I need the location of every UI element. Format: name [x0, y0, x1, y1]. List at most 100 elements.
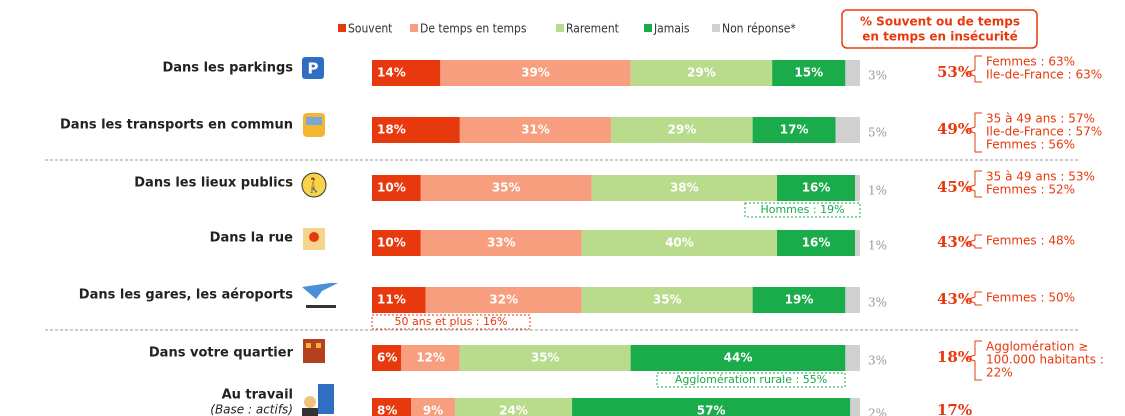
bar-segment: [581, 230, 778, 256]
bar-segment: [572, 398, 851, 416]
icon: [306, 343, 311, 348]
bar-segment: [777, 175, 856, 201]
bar-note-box: [744, 202, 861, 218]
bar-segment: [855, 175, 860, 201]
note-text: Agglomération ≥: [986, 340, 1088, 354]
value-label: 2%: [868, 407, 887, 416]
total-label: 45%: [937, 178, 972, 196]
icon: [303, 339, 325, 363]
category-label: Dans la rue: [210, 231, 294, 246]
icon: [302, 283, 338, 299]
note-bracket: [964, 112, 982, 153]
note-bracket: [964, 291, 982, 306]
value-label: 57%: [697, 404, 726, 416]
icon: [309, 232, 319, 242]
value-label: 5%: [868, 126, 887, 140]
total-label: 53%: [937, 63, 972, 81]
icon: [302, 408, 318, 416]
category-label: Dans les gares, les aéroports: [79, 288, 293, 303]
note-text: Femmes : 48%: [986, 234, 1075, 248]
note-text: Femmes : 50%: [986, 291, 1075, 305]
value-label: 44%: [724, 351, 753, 365]
bar-segment: [611, 117, 753, 143]
bar-segment: [372, 230, 421, 256]
note-text: Ile-de-France : 63%: [986, 68, 1102, 82]
header-box: [841, 9, 1038, 49]
header-note: en temps en insécurité: [862, 30, 1018, 44]
bar-segment: [440, 60, 631, 86]
legend-swatch: [644, 24, 652, 32]
bar-segment: [411, 398, 455, 416]
total-label: 43%: [937, 233, 972, 251]
value-label: 17%: [780, 123, 809, 137]
value-label: 12%: [416, 351, 445, 365]
category-sublabel: (Base : actifs): [210, 403, 293, 416]
icon: P: [308, 60, 319, 78]
bar-segment: [777, 230, 856, 256]
legend-label: Rarement: [566, 22, 619, 36]
bar-segment: [372, 398, 412, 416]
legend-swatch: [712, 24, 720, 32]
bar-note: 50 ans et plus : 16%: [395, 315, 508, 328]
category-label: Dans votre quartier: [149, 346, 294, 361]
header-note: % Souvent ou de temps: [860, 15, 1020, 29]
value-label: 31%: [521, 123, 550, 137]
category-label: Dans les lieux publics: [134, 176, 293, 191]
total-label: 49%: [937, 120, 972, 138]
value-label: 10%: [377, 236, 406, 250]
bar-segment: [591, 175, 778, 201]
note-text: 22%: [986, 366, 1013, 380]
value-label: 3%: [868, 69, 887, 83]
note-text: 35 à 49 ans : 53%: [986, 170, 1095, 184]
note-bracket: [964, 170, 982, 198]
value-label: 1%: [868, 239, 887, 253]
bar-segment: [372, 175, 421, 201]
bar-segment: [752, 117, 836, 143]
note-text: Ile-de-France : 57%: [986, 125, 1102, 139]
bar-note: Hommes : 19%: [760, 203, 844, 216]
note-bracket: [964, 234, 982, 249]
value-label: 18%: [377, 123, 406, 137]
value-label: 24%: [499, 404, 528, 416]
value-label: 29%: [687, 66, 716, 80]
bar-segment: [845, 345, 860, 371]
bar-segment: [420, 230, 582, 256]
bar-segment: [855, 230, 860, 256]
category-label: Dans les parkings: [162, 61, 293, 76]
value-label: 40%: [665, 236, 694, 250]
note-text: 100.000 habitants :: [986, 353, 1104, 367]
value-label: 10%: [377, 181, 406, 195]
total-label: 18%: [937, 348, 972, 366]
value-label: 16%: [802, 181, 831, 195]
bar-segment: [425, 287, 582, 313]
bar-segment: [772, 60, 846, 86]
bar-segment: [850, 398, 860, 416]
bar-segment: [630, 60, 773, 86]
category-label: Dans les transports en commun: [60, 118, 293, 133]
value-label: 1%: [868, 184, 887, 198]
value-label: 33%: [487, 236, 516, 250]
icon: [304, 396, 316, 408]
value-label: 3%: [868, 296, 887, 310]
icon: [306, 305, 336, 308]
note-text: Femmes : 63%: [986, 55, 1075, 69]
note-bracket: [964, 55, 982, 83]
bar-segment: [454, 398, 573, 416]
bar-segment: [459, 117, 612, 143]
value-label: 38%: [670, 181, 699, 195]
bar-segment: [459, 345, 631, 371]
legend-label: Souvent: [348, 22, 392, 36]
note-text: Femmes : 56%: [986, 138, 1075, 152]
value-label: 6%: [377, 351, 397, 365]
bar-segment: [372, 287, 426, 313]
bar-note-box: [371, 314, 531, 330]
icon: [301, 172, 327, 198]
bar-segment: [581, 287, 753, 313]
icon: [302, 57, 324, 79]
value-label: 19%: [785, 293, 814, 307]
value-label: 8%: [377, 404, 397, 416]
bar-segment: [845, 60, 860, 86]
value-label: 32%: [489, 293, 518, 307]
bar-segment: [630, 345, 846, 371]
